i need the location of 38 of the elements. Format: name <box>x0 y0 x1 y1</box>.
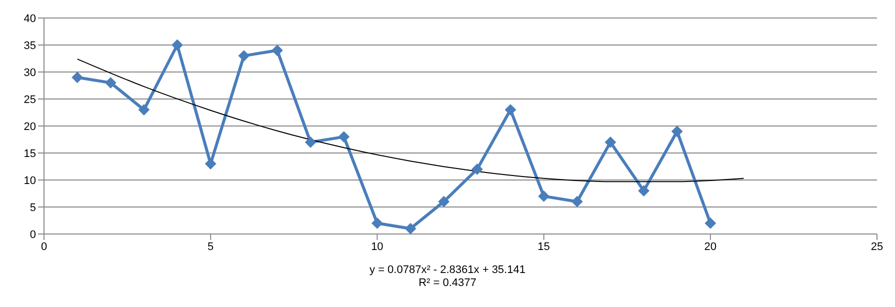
x-tick-label: 10 <box>371 240 384 253</box>
point <box>105 77 116 88</box>
point <box>538 190 550 202</box>
y-tick-label: 40 <box>24 12 36 25</box>
point <box>172 40 183 50</box>
point <box>372 218 383 229</box>
x-tick-label: 25 <box>870 240 884 253</box>
y-tick-label: 20 <box>24 120 36 133</box>
point <box>405 223 416 234</box>
x-tick-label: 5 <box>208 240 214 253</box>
point <box>305 136 316 148</box>
point <box>438 196 450 208</box>
point <box>604 136 616 148</box>
text: R² = 0.4377 <box>418 277 478 290</box>
point <box>704 218 716 229</box>
point <box>638 185 650 196</box>
y-tick-label: 25 <box>24 94 36 106</box>
x-tick-label: 0 <box>40 240 48 253</box>
x-tick-label: 20 <box>704 240 717 253</box>
y-tick-label: 35 <box>24 40 36 52</box>
point <box>338 131 350 142</box>
point <box>138 104 150 116</box>
text: y = 0.0787x² - 2.8361x + 35.141 <box>368 264 526 277</box>
line-series <box>76 58 744 182</box>
point <box>672 126 683 137</box>
point <box>504 104 516 116</box>
x-tick-label: 15 <box>538 240 550 253</box>
y-tick-label: 15 <box>24 148 36 160</box>
point <box>205 158 216 170</box>
y-tick-label: 10 <box>24 174 36 187</box>
y-tick-label: 5 <box>30 202 36 214</box>
y-tick-label: 0 <box>30 228 36 241</box>
point <box>238 50 250 62</box>
point <box>72 72 83 83</box>
y-tick-label: 30 <box>24 66 36 79</box>
point <box>472 164 483 175</box>
point <box>572 196 583 208</box>
point <box>272 44 283 56</box>
